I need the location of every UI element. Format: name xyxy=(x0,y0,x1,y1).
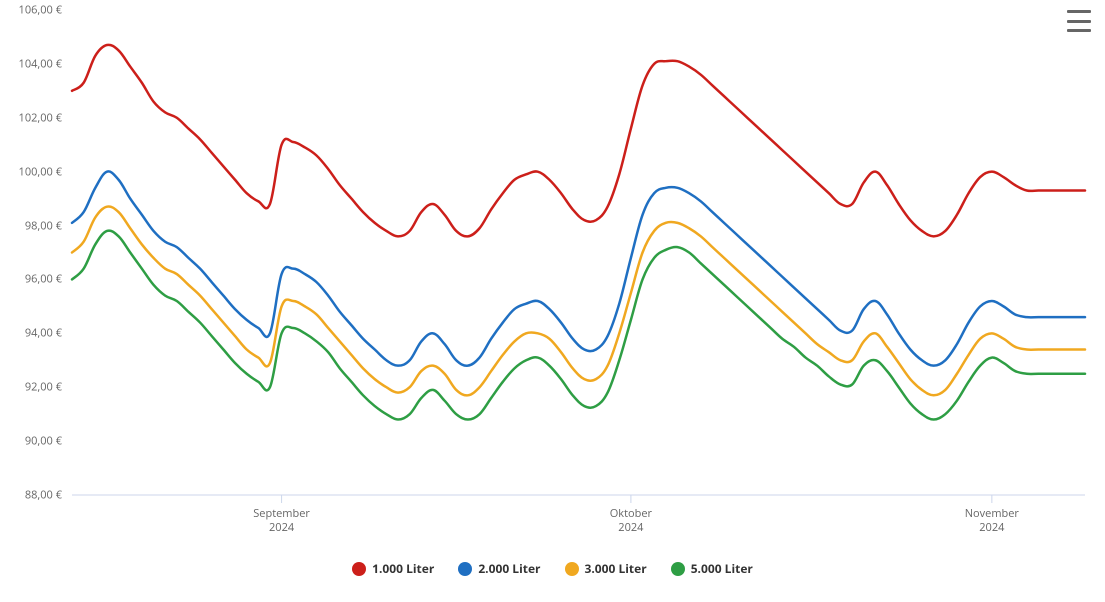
y-tick-label: 98,00 € xyxy=(25,218,62,233)
series-line xyxy=(72,45,1085,237)
legend-label: 1.000 Liter xyxy=(372,560,434,577)
price-chart: 88,00 € 90,00 € 92,00 € 94,00 € 96,00 € 98,00… xyxy=(0,0,1105,602)
legend-label: 2.000 Liter xyxy=(478,560,540,577)
series-line xyxy=(72,206,1085,395)
legend-swatch xyxy=(671,562,685,576)
legend-item[interactable]: 1.000 Liter xyxy=(352,560,434,577)
series-line xyxy=(72,171,1085,365)
y-tick-label: 100,00 € xyxy=(19,164,62,179)
legend-swatch xyxy=(458,562,472,576)
x-tick-label: November2024 xyxy=(965,507,1019,536)
y-tick-label: 92,00 € xyxy=(25,380,62,395)
x-tick-label: September2024 xyxy=(253,507,310,536)
plot-area xyxy=(0,0,1105,602)
legend-label: 3.000 Liter xyxy=(585,560,647,577)
x-tick-label: Oktober2024 xyxy=(610,507,652,536)
legend-swatch xyxy=(565,562,579,576)
y-tick-label: 96,00 € xyxy=(25,272,62,287)
y-tick-label: 88,00 € xyxy=(25,488,62,503)
y-tick-label: 104,00 € xyxy=(19,56,62,71)
legend-item[interactable]: 2.000 Liter xyxy=(458,560,540,577)
y-tick-label: 106,00 € xyxy=(19,3,62,18)
legend-swatch xyxy=(352,562,366,576)
y-tick-label: 102,00 € xyxy=(19,110,62,125)
legend-label: 5.000 Liter xyxy=(691,560,753,577)
legend: 1.000 Liter 2.000 Liter 3.000 Liter 5.000 L… xyxy=(0,560,1105,580)
legend-item[interactable]: 5.000 Liter xyxy=(671,560,753,577)
y-tick-label: 94,00 € xyxy=(25,326,62,341)
y-tick-label: 90,00 € xyxy=(25,434,62,449)
legend-item[interactable]: 3.000 Liter xyxy=(565,560,647,577)
